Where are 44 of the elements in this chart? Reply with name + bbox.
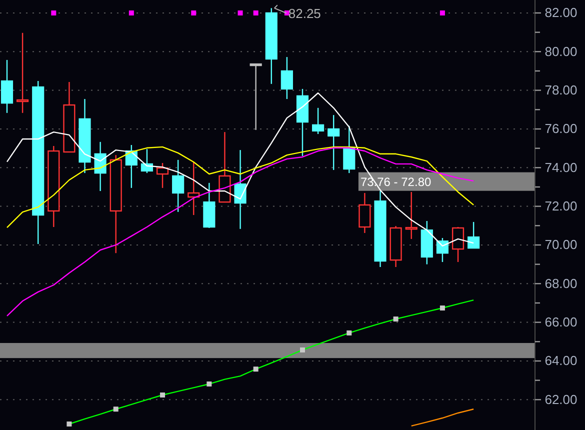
point <box>113 406 118 412</box>
annotation: 82.25 <box>288 6 321 22</box>
point <box>160 392 166 398</box>
y-tick-label: 70.00 <box>544 237 578 252</box>
point <box>51 10 56 16</box>
point <box>300 347 305 352</box>
point <box>440 306 445 310</box>
y-tick-label: 62.00 <box>544 392 578 407</box>
y-tick-label: 72.00 <box>544 198 578 214</box>
point <box>253 10 258 16</box>
candlestick <box>358 192 371 234</box>
y-tick-label: 80.00 <box>544 44 578 59</box>
point <box>238 10 243 16</box>
point <box>66 422 72 427</box>
line-series <box>6 146 474 228</box>
point <box>440 10 445 16</box>
point <box>191 10 196 16</box>
candlestick <box>312 107 324 135</box>
line-series <box>410 408 474 427</box>
y-tick-label: 78.00 <box>544 82 578 98</box>
y-tick-label: 68.00 <box>544 276 578 291</box>
point <box>346 330 352 336</box>
y-tick-label: 64.00 <box>544 353 578 368</box>
point <box>393 316 398 322</box>
y-tick-label: 66.00 <box>544 314 578 330</box>
candlestick <box>468 221 480 249</box>
y-tick-label: 76.00 <box>544 121 578 136</box>
point <box>253 366 258 372</box>
candlestick <box>250 63 262 131</box>
candlestick <box>156 162 169 189</box>
candlestick <box>280 56 293 100</box>
candlestick <box>405 191 418 240</box>
candlestick <box>328 114 340 171</box>
candlestick <box>452 226 464 263</box>
candlestick <box>0 59 14 114</box>
candlestick <box>172 159 184 213</box>
point <box>206 381 212 386</box>
y-tick-label: 82.00 <box>544 5 578 20</box>
line-series <box>6 147 474 317</box>
y-tick-label: 74.00 <box>544 160 578 175</box>
candlestick <box>343 125 356 174</box>
candlestick <box>16 32 29 114</box>
candlestick <box>234 149 246 230</box>
point <box>128 10 134 16</box>
